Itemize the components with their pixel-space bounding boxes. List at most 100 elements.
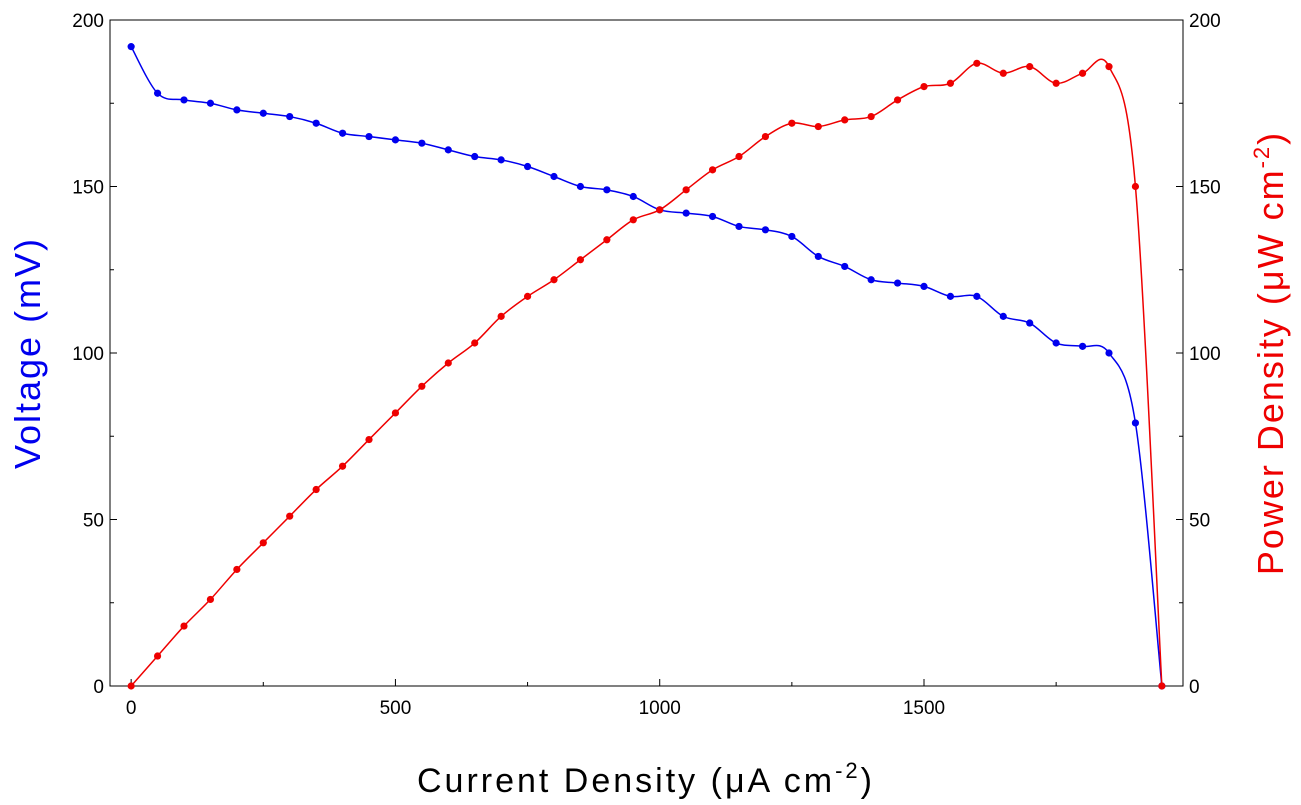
data-point xyxy=(418,139,426,147)
data-point xyxy=(391,409,400,417)
data-point xyxy=(973,59,981,67)
data-point xyxy=(444,146,452,154)
data-point xyxy=(233,106,241,114)
series-line xyxy=(130,58,1163,687)
data-point xyxy=(761,226,770,234)
data-point xyxy=(523,292,532,300)
data-point xyxy=(471,339,479,347)
data-point xyxy=(841,116,849,124)
data-point xyxy=(286,512,294,520)
data-point xyxy=(153,89,162,97)
data-point xyxy=(312,119,320,127)
data-point xyxy=(338,462,347,470)
data-point xyxy=(1052,339,1060,347)
y-left-tick-label: 50 xyxy=(83,511,104,532)
series-line xyxy=(130,46,1163,687)
data-point xyxy=(946,79,955,87)
data-point xyxy=(471,152,479,161)
data-point xyxy=(550,276,558,284)
data-point xyxy=(629,216,637,224)
data-point xyxy=(867,276,875,284)
data-point xyxy=(973,292,981,300)
data-point xyxy=(1131,419,1140,427)
y-right-tick-label: 200 xyxy=(1189,11,1221,32)
data-point xyxy=(497,156,505,164)
data-point xyxy=(286,112,294,121)
data-point xyxy=(735,222,743,231)
series-layer xyxy=(127,43,1166,690)
y-left-tick-label: 0 xyxy=(93,677,104,698)
data-point xyxy=(629,192,637,201)
data-point xyxy=(180,622,188,630)
data-point xyxy=(603,186,611,194)
data-point xyxy=(206,99,215,107)
y-left-tick-label: 150 xyxy=(72,178,104,199)
y-right-tick-label: 50 xyxy=(1189,511,1210,532)
ticks: 0 500 1000 1500 0 50 100 150 200 0 50 100 150 200 xyxy=(72,11,1220,719)
power-density-series xyxy=(127,58,1166,690)
data-point xyxy=(893,96,902,104)
data-point xyxy=(576,182,585,191)
data-point xyxy=(682,209,690,217)
data-point xyxy=(444,359,452,367)
data-point xyxy=(233,565,241,574)
data-point xyxy=(127,682,135,690)
data-point xyxy=(841,262,849,271)
y-left-tick-label: 200 xyxy=(72,11,104,32)
data-point xyxy=(312,485,320,494)
data-point xyxy=(920,83,928,91)
data-point xyxy=(1105,349,1113,357)
data-point xyxy=(365,435,373,444)
data-point xyxy=(391,136,400,144)
data-point xyxy=(418,382,426,390)
data-point xyxy=(893,279,902,287)
data-point xyxy=(788,119,796,127)
data-point xyxy=(1078,69,1087,77)
data-point xyxy=(206,595,215,604)
y-right-tick-label: 150 xyxy=(1189,178,1221,199)
data-point xyxy=(735,152,743,161)
data-point xyxy=(999,69,1007,77)
x-tick-label: 500 xyxy=(380,698,412,719)
plot-frame xyxy=(109,19,1184,687)
right-axis-title: Power Density (μW cm-2) xyxy=(1249,131,1291,575)
data-point xyxy=(603,236,611,244)
voltage-series xyxy=(127,43,1166,690)
data-point xyxy=(761,132,770,141)
data-point xyxy=(523,162,532,171)
y-right-tick-label: 100 xyxy=(1189,344,1221,365)
x-tick-label: 0 xyxy=(126,698,137,719)
data-point xyxy=(814,122,822,131)
data-point xyxy=(682,186,690,194)
data-point xyxy=(153,652,162,660)
x-axis-title: Current Density (μA cm-2) xyxy=(417,758,875,800)
data-point xyxy=(550,172,558,181)
x-tick-label: 1500 xyxy=(903,698,945,719)
data-point xyxy=(656,206,664,214)
data-point xyxy=(788,232,796,241)
x-tick-label: 1000 xyxy=(639,698,681,719)
data-point xyxy=(127,43,135,51)
data-point xyxy=(1158,682,1166,690)
data-point xyxy=(946,292,955,300)
data-point xyxy=(338,129,347,137)
data-point xyxy=(576,256,585,264)
data-point xyxy=(708,212,717,221)
y-right-tick-label: 0 xyxy=(1189,677,1200,698)
data-point xyxy=(708,166,717,174)
data-point xyxy=(1105,63,1113,71)
data-point xyxy=(497,312,505,320)
data-point xyxy=(920,282,928,290)
data-point xyxy=(999,312,1007,320)
y-left-tick-label: 100 xyxy=(72,344,104,365)
data-point xyxy=(1026,63,1034,71)
data-point xyxy=(365,132,373,141)
data-point xyxy=(1078,342,1087,350)
data-point xyxy=(259,109,267,117)
data-point xyxy=(867,112,875,121)
data-point xyxy=(1052,79,1060,87)
left-axis-title: Voltage (mV) xyxy=(7,237,48,469)
data-point xyxy=(180,96,188,104)
data-point xyxy=(1026,319,1034,327)
